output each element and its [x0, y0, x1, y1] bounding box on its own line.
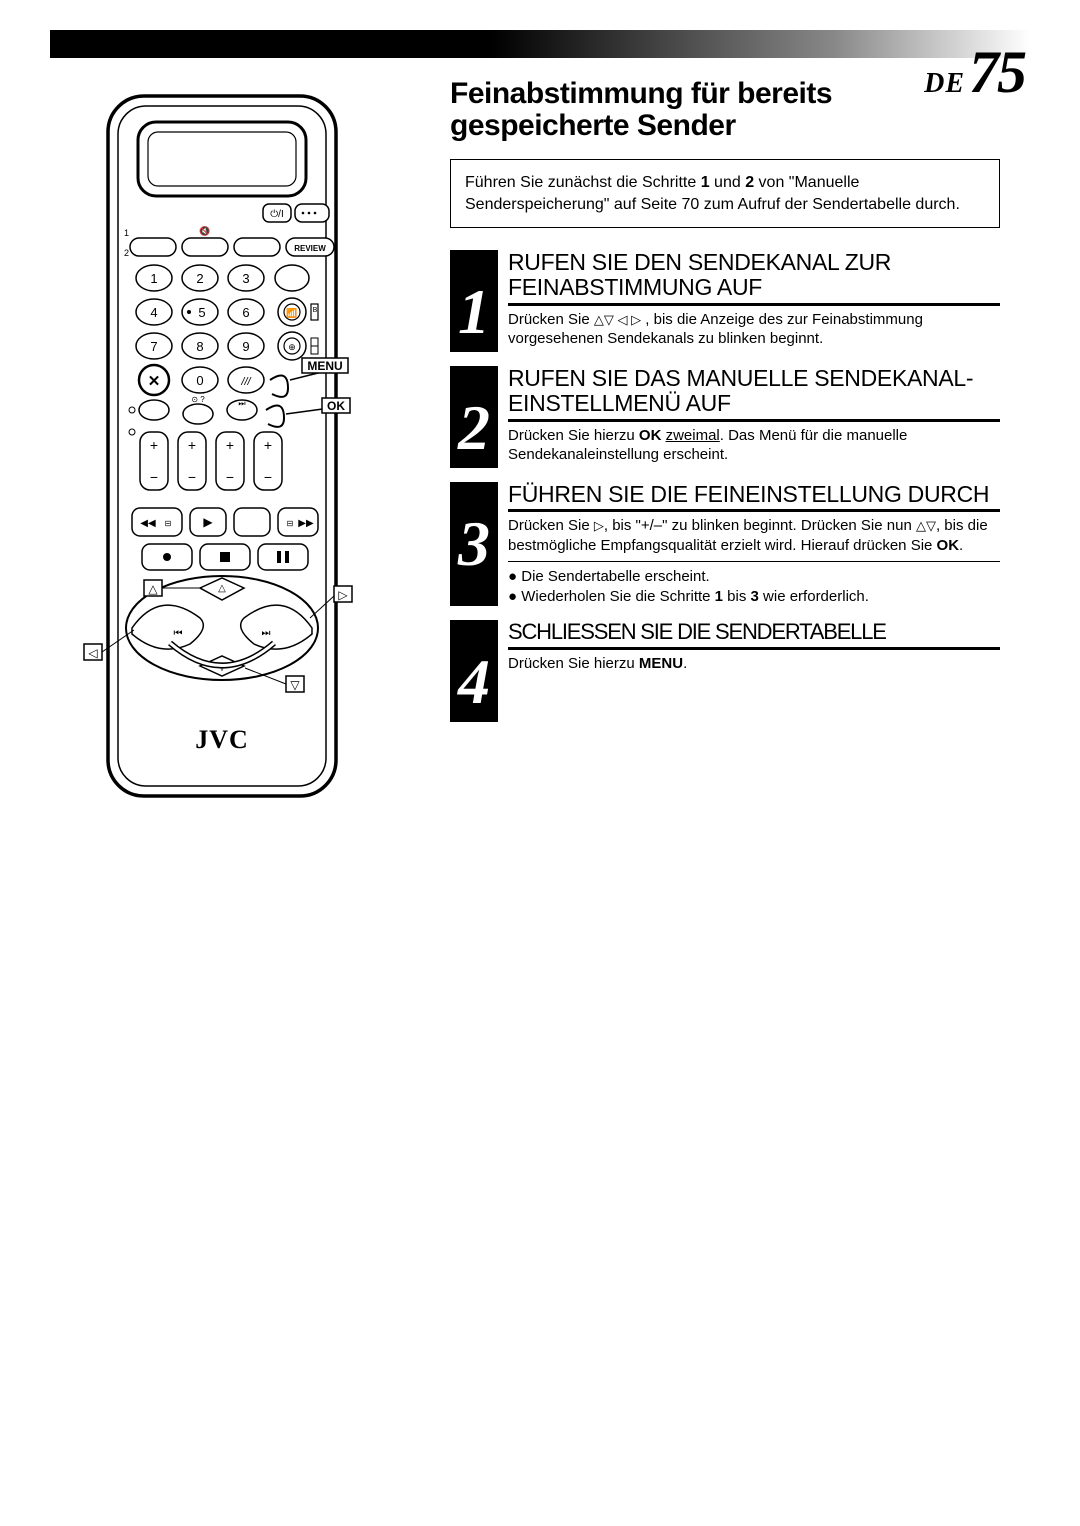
step-3-body: FÜHREN SIE DIE FEINEINSTELLUNG DURCH Drü…: [498, 482, 1000, 606]
svg-text:///: ///: [240, 376, 251, 388]
svg-text:OK: OK: [327, 399, 345, 413]
svg-text:1: 1: [150, 271, 157, 286]
content-row: ⏻/I 🔇 REVIEW 1 2 1 2 3 4 5: [50, 78, 1030, 813]
step-3-bullets: Die Sendertabelle erscheint. Wiederholen…: [508, 561, 1000, 606]
step-2: 2 RUFEN SIE DAS MANUELLE SENDEKANAL-EINS…: [450, 366, 1000, 468]
header-gradient-bar: [50, 30, 1030, 58]
svg-text:⏮: ⏮: [174, 628, 183, 639]
svg-text:⊙ ?: ⊙ ?: [191, 395, 205, 404]
svg-text:MENU: MENU: [307, 359, 342, 373]
step-2-title: RUFEN SIE DAS MANUELLE SENDEKANAL-EINSTE…: [508, 366, 1000, 422]
svg-text:▷: ▷: [338, 588, 348, 602]
step-2-text: Drücken Sie hierzu OK zweimal. Das Menü …: [508, 426, 1000, 465]
svg-text:−: −: [150, 469, 158, 485]
svg-text:2: 2: [124, 248, 129, 258]
svg-text:REVIEW: REVIEW: [294, 244, 326, 253]
svg-text:2: 2: [196, 271, 203, 286]
triangle-updown-icon: △▽: [916, 518, 936, 535]
svg-text:−: −: [226, 469, 234, 485]
page-number: DE 75: [924, 38, 1025, 107]
triangle-right-icon: ▷: [594, 518, 604, 535]
triangle-icons: △▽ ◁ ▷: [594, 312, 641, 329]
svg-text:5: 5: [198, 305, 205, 320]
bullet-item: Wiederholen Sie die Schritte 1 bis 3 wie…: [508, 587, 1000, 607]
svg-text:7: 7: [150, 339, 157, 354]
step-3-text: Drücken Sie ▷, bis "+/–" zu blinken begi…: [508, 516, 1000, 606]
step-number-3: 3: [450, 482, 498, 606]
step-4-body: SCHLIESSEN SIE DIE SENDERTABELLE Drücken…: [498, 620, 1000, 722]
step-number-2: 2: [450, 366, 498, 468]
svg-text:−: −: [264, 469, 272, 485]
intro-bold-2: 2: [745, 174, 754, 191]
instructions-column: Feinabstimmung für bereits gespeicherte …: [440, 78, 1000, 813]
step-1: 1 RUFEN SIE DEN SENDEKANAL ZUR FEINABSTI…: [450, 250, 1000, 352]
svg-text:3: 3: [242, 271, 249, 286]
svg-text:JVC: JVC: [195, 725, 249, 754]
svg-text:◀◀: ◀◀: [140, 518, 156, 529]
svg-text:1: 1: [124, 228, 129, 238]
svg-text:0: 0: [196, 373, 203, 388]
svg-text:+: +: [150, 437, 158, 453]
svg-text:△: △: [148, 582, 158, 596]
section-heading: Feinabstimmung für bereits gespeicherte …: [450, 78, 1000, 141]
step-4-text: Drücken Sie hierzu MENU.: [508, 654, 1000, 674]
intro-bold-1: 1: [701, 174, 710, 191]
svg-text:+: +: [188, 437, 196, 453]
svg-text:△: △: [218, 583, 226, 594]
page-number-prefix: DE: [924, 68, 965, 99]
step-4: 4 SCHLIESSEN SIE DIE SENDERTABELLE Drück…: [450, 620, 1000, 722]
svg-text:−: −: [188, 469, 196, 485]
step-1-title: RUFEN SIE DEN SENDEKANAL ZUR FEINABSTIMM…: [508, 250, 1000, 306]
step-3-title: FÜHREN SIE DIE FEINEINSTELLUNG DURCH: [508, 482, 1000, 512]
intro-text-a: Führen Sie zunächst die Schritte: [465, 174, 701, 191]
svg-text:⏻/I: ⏻/I: [270, 209, 283, 220]
svg-text:⏭: ⏭: [238, 399, 245, 408]
svg-text:▶▶: ▶▶: [298, 518, 314, 529]
step-1-body: RUFEN SIE DEN SENDEKANAL ZUR FEINABSTIMM…: [498, 250, 1000, 352]
svg-text:8: 8: [196, 339, 203, 354]
svg-text:⏭: ⏭: [262, 628, 271, 639]
svg-text:+: +: [226, 437, 234, 453]
svg-text:🔇: 🔇: [199, 225, 210, 236]
step-2-body: RUFEN SIE DAS MANUELLE SENDEKANAL-EINSTE…: [498, 366, 1000, 468]
remote-control-diagram: ⏻/I 🔇 REVIEW 1 2 1 2 3 4 5: [70, 88, 375, 808]
step-number-4: 4: [450, 620, 498, 722]
step-3: 3 FÜHREN SIE DIE FEINEINSTELLUNG DURCH D…: [450, 482, 1000, 606]
svg-text:4: 4: [150, 305, 157, 320]
svg-text:+: +: [264, 437, 272, 453]
step-4-title: SCHLIESSEN SIE DIE SENDERTABELLE: [508, 620, 1000, 649]
svg-text:⊕: ⊕: [288, 342, 296, 352]
step-number-1: 1: [450, 250, 498, 352]
svg-text:▽: ▽: [290, 678, 300, 692]
svg-text:▶: ▶: [203, 515, 213, 529]
svg-text:⊟: ⊟: [287, 519, 294, 528]
page-root: DE 75 ⏻/I 🔇: [0, 0, 1080, 1526]
bullet-item: Die Sendertabelle erscheint.: [508, 567, 1000, 587]
svg-text:6: 6: [242, 305, 249, 320]
svg-text:9: 9: [242, 339, 249, 354]
svg-text:◁: ◁: [88, 646, 98, 660]
intro-text-mid: und: [710, 174, 746, 191]
svg-text:✕: ✕: [148, 373, 161, 390]
page-number-value: 75: [969, 39, 1025, 105]
step-1-text: Drücken Sie △▽ ◁ ▷ , bis die Anzeige des…: [508, 310, 1000, 349]
remote-illustration-column: ⏻/I 🔇 REVIEW 1 2 1 2 3 4 5: [50, 78, 440, 813]
svg-text:⊟: ⊟: [165, 519, 172, 528]
svg-text:📶: 📶: [286, 307, 297, 318]
intro-note-box: Führen Sie zunächst die Schritte 1 und 2…: [450, 159, 1000, 228]
svg-text:B: B: [313, 307, 318, 314]
